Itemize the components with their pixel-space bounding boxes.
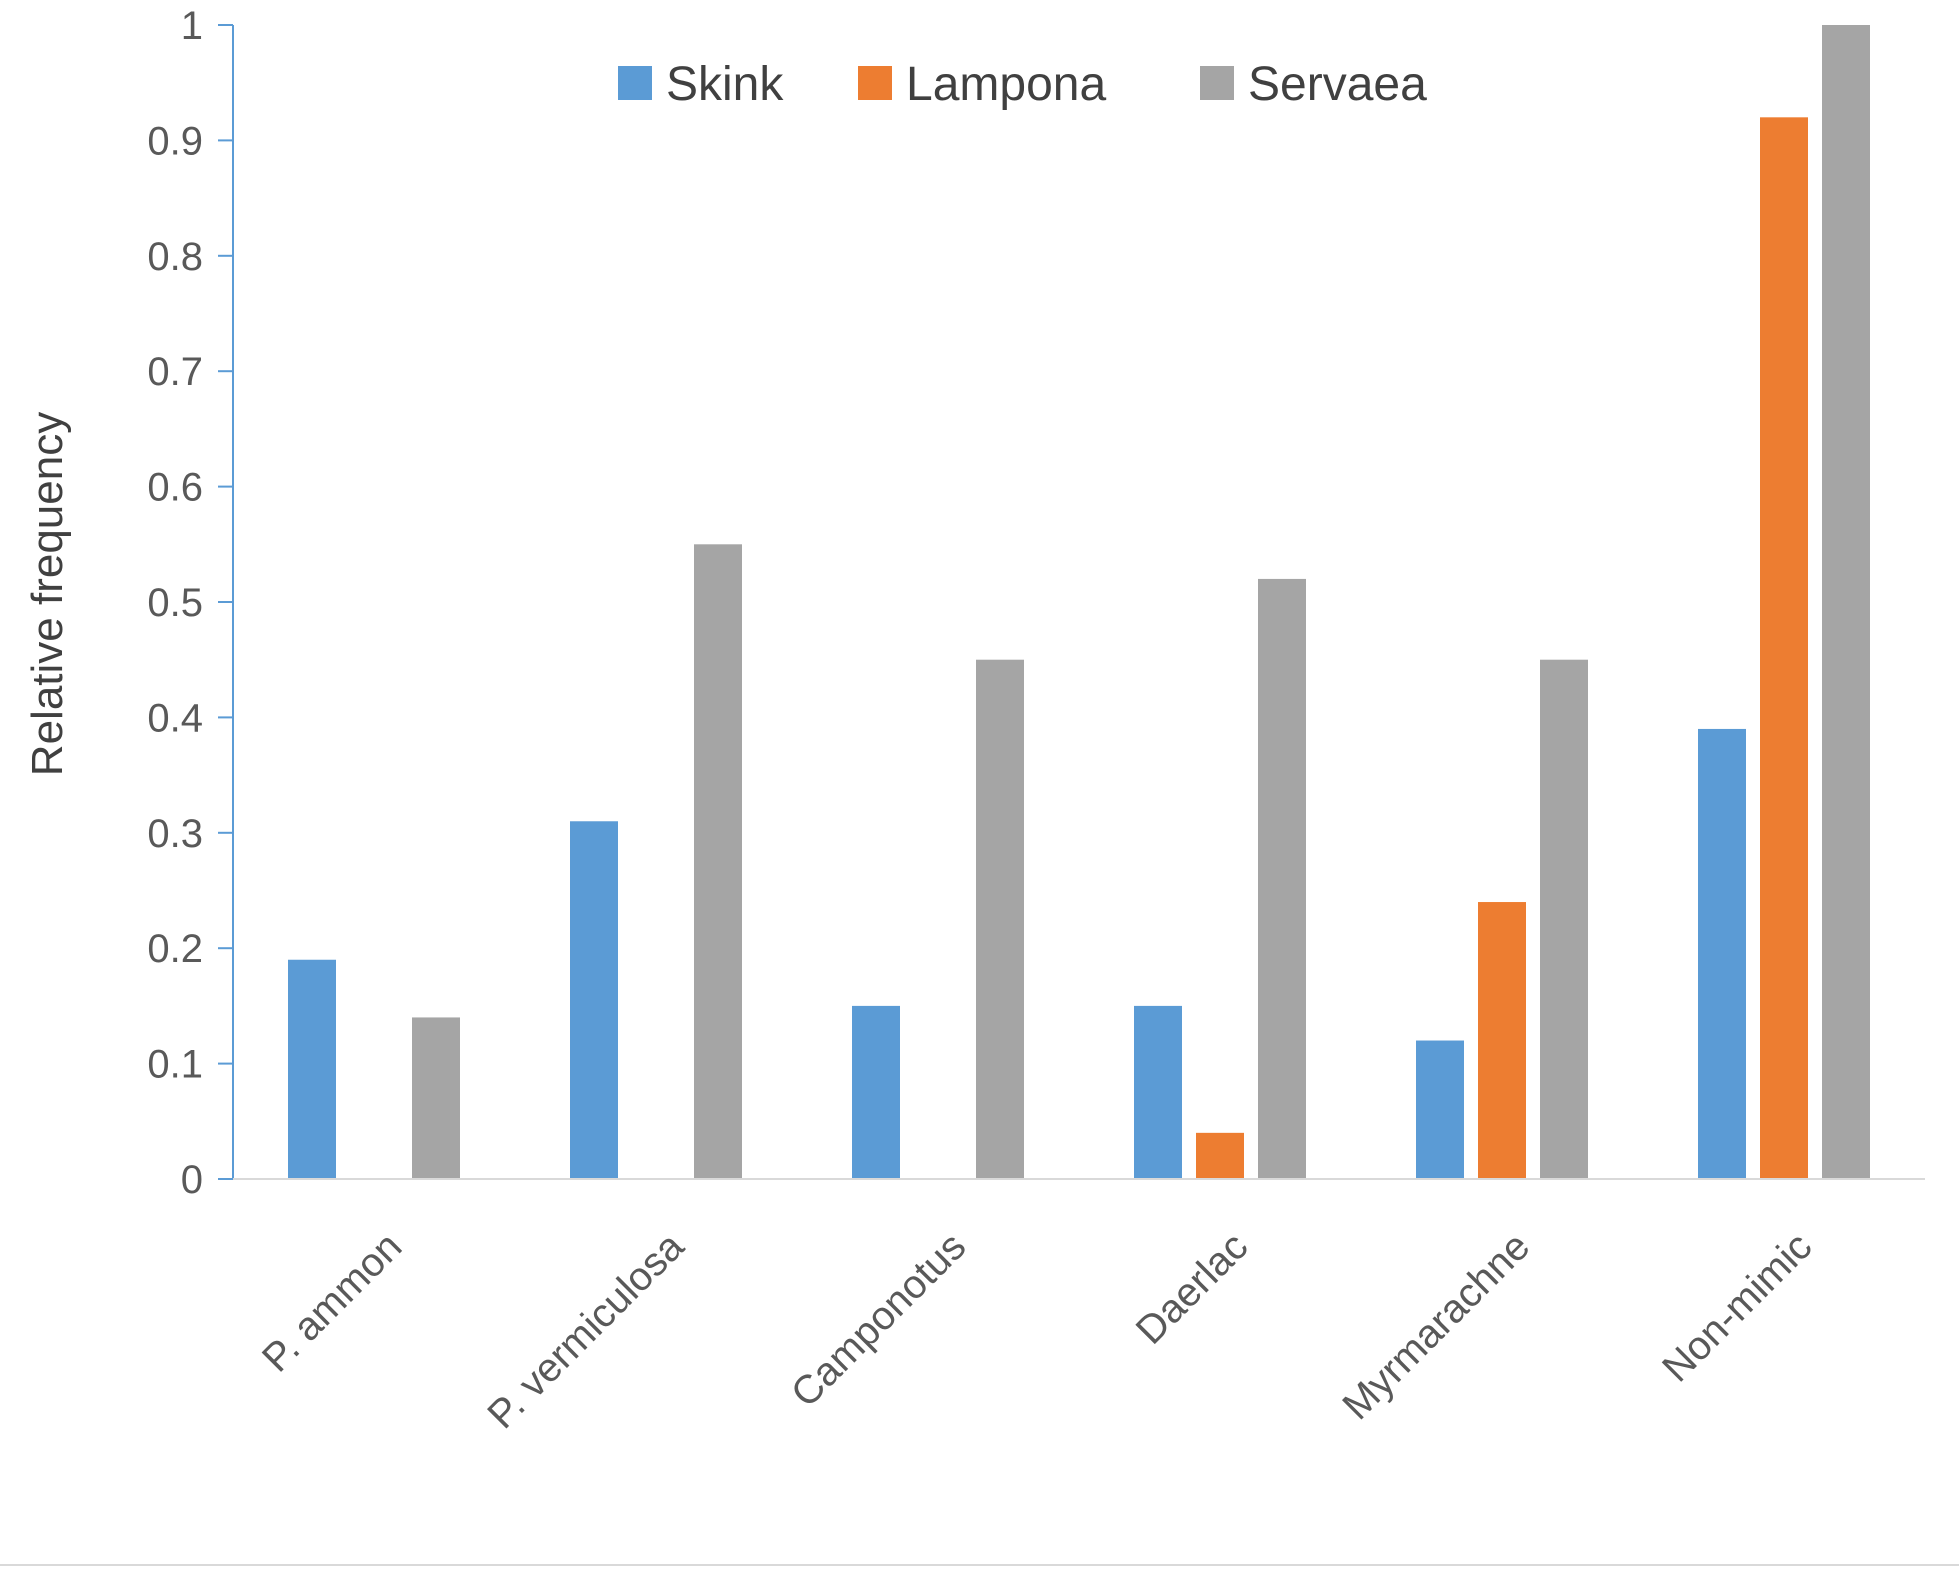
y-axis-title: Relative frequency — [23, 412, 72, 776]
y-tick-label: 0.3 — [147, 812, 203, 856]
bar-lampona-5 — [1478, 902, 1526, 1179]
y-tick-label: 0.6 — [147, 466, 203, 510]
y-tick-label: 0.9 — [147, 119, 203, 163]
bar-servaea-2 — [694, 544, 742, 1179]
x-category-label: Non-mimic — [1654, 1224, 1820, 1390]
legend-label-lampona: Lampona — [906, 58, 1106, 111]
bar-skink-3 — [852, 1005, 900, 1179]
bar-skink-5 — [1416, 1040, 1464, 1179]
bar-servaea-4 — [1258, 578, 1306, 1179]
legend-label-servaea: Servaea — [1248, 58, 1427, 111]
y-tick-label: 0.7 — [147, 350, 203, 394]
y-tick-label: 0.1 — [147, 1043, 203, 1087]
bar-skink-4 — [1134, 1005, 1182, 1179]
bar-servaea-5 — [1540, 659, 1588, 1179]
y-tick-label: 0.4 — [147, 696, 203, 740]
bar-lampona-6 — [1760, 117, 1808, 1180]
y-tick-label: 0.2 — [147, 927, 203, 971]
x-category-label: P. vermiculosa — [479, 1224, 692, 1437]
plot-bars — [288, 25, 1870, 1180]
legend-swatch-lampona — [858, 66, 892, 100]
legend-swatch-skink — [618, 66, 652, 100]
x-category-label: Camponotus — [783, 1224, 974, 1415]
legend-swatch-servaea — [1200, 66, 1234, 100]
x-category-label: Myrmarachne — [1334, 1224, 1538, 1428]
bar-skink-6 — [1698, 728, 1746, 1179]
bar-skink-1 — [288, 959, 336, 1179]
y-tick-label: 1 — [181, 4, 203, 48]
x-category-label: Daerlac — [1128, 1224, 1257, 1353]
legend-label-skink: Skink — [666, 58, 784, 111]
legend: Skink Lampona Servaea — [618, 58, 1427, 111]
bar-servaea-6 — [1822, 25, 1870, 1179]
y-tick-label: 0 — [181, 1158, 203, 1202]
y-tick-label: 0.5 — [147, 581, 203, 625]
bar-lampona-4 — [1196, 1132, 1244, 1179]
bar-servaea-1 — [412, 1017, 460, 1179]
bar-servaea-3 — [976, 659, 1024, 1179]
y-tick-label: 0.8 — [147, 235, 203, 279]
y-axis-ticks: 0 0.1 0.2 0.3 0.4 0.5 0.6 0.7 0.8 0.9 1 — [147, 4, 233, 1202]
x-category-label: P. ammon — [254, 1224, 410, 1380]
x-axis-labels: P. ammon P. vermiculosa Camponotus Daerlac M… — [254, 1224, 1820, 1437]
bar-skink-2 — [570, 821, 618, 1179]
